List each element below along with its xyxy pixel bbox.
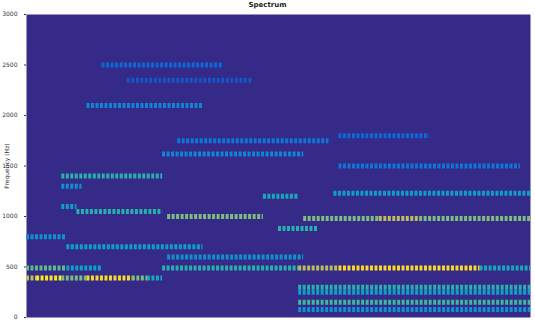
svg-text:1000: 1000 [2, 212, 17, 219]
svg-text:500: 500 [6, 263, 18, 270]
svg-text:0: 0 [14, 313, 18, 320]
svg-text:2000: 2000 [2, 111, 17, 118]
svg-text:3000: 3000 [2, 10, 17, 17]
svg-text:2500: 2500 [2, 61, 17, 68]
svg-text:1500: 1500 [2, 161, 18, 169]
svg-text:Frequency (Hz): Frequency (Hz) [3, 143, 11, 188]
html-text:Spectrum: Spectrum [248, 1, 287, 9]
